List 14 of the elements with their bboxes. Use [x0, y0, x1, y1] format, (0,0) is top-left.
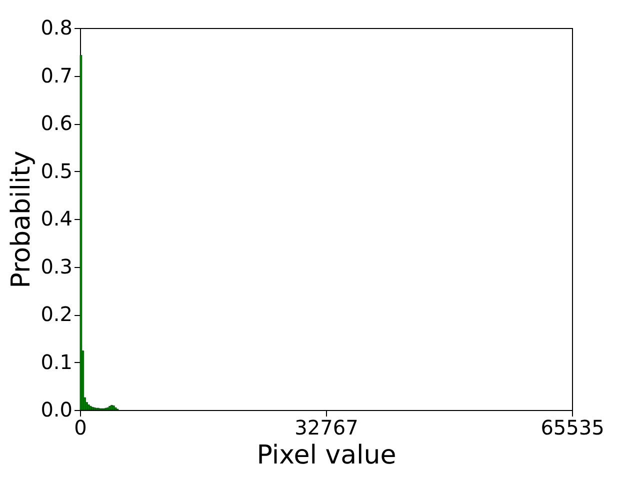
y-tick-label: 0.8	[40, 16, 72, 40]
x-tick-label: 65535	[540, 416, 604, 440]
y-tick-label: 0.6	[40, 111, 72, 135]
y-tick-label: 0.7	[40, 63, 72, 88]
y-tick-label: 0.5	[40, 158, 72, 183]
x-tick-label: 0	[74, 416, 87, 440]
y-tick-label: 0.3	[40, 254, 72, 278]
y-tick-label: 0.0	[40, 398, 72, 422]
x-tick-label: 32767	[294, 416, 358, 440]
y-tick-label: 0.2	[40, 302, 72, 326]
y-tick-label: 0.4	[40, 206, 72, 230]
y-tick-label: 0.1	[40, 350, 72, 374]
x-axis-title: Pixel value	[256, 440, 396, 470]
y-axis-title: Probability	[6, 150, 37, 288]
